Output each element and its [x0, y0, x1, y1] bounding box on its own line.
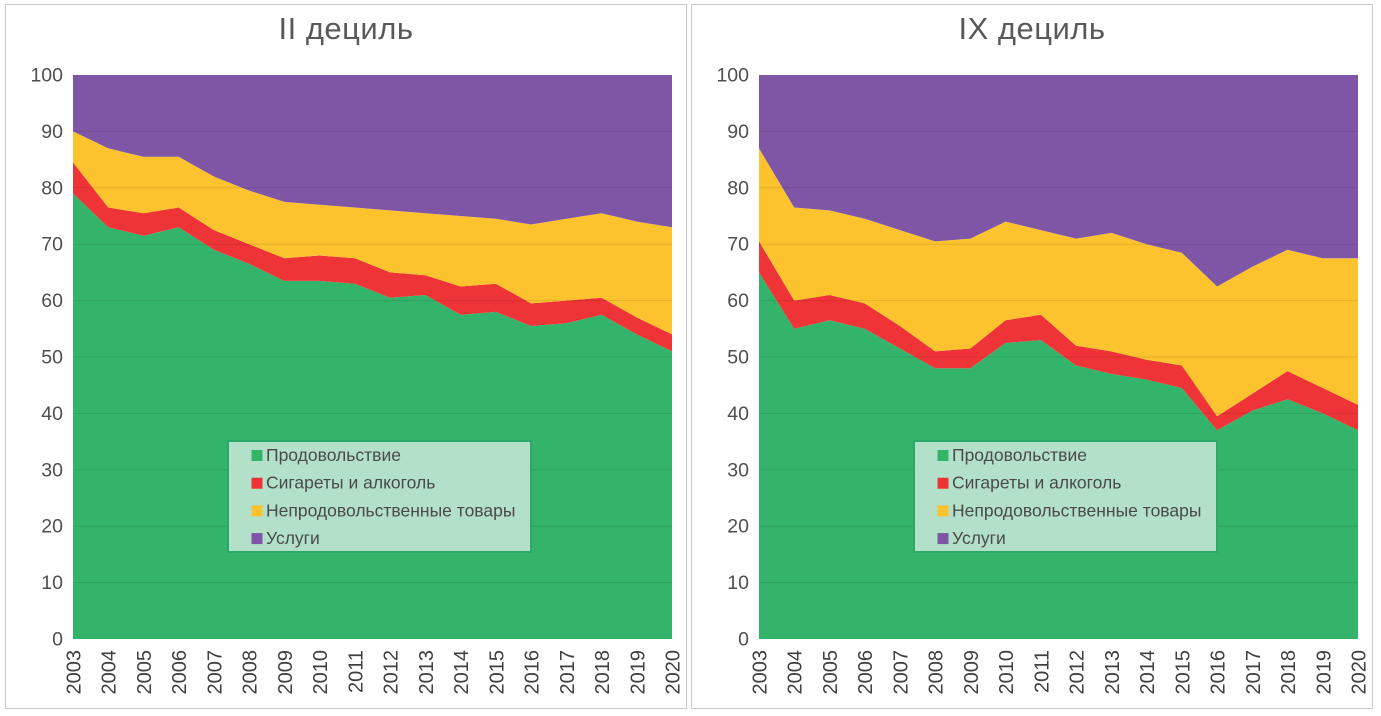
- y-tick-label: 0: [738, 629, 749, 651]
- x-tick-label: 2009: [275, 650, 297, 695]
- y-tick-label: 0: [52, 629, 63, 651]
- y-tick-label: 80: [727, 177, 749, 199]
- area-cigarettes-alcohol: [759, 241, 1358, 431]
- stacked-area-plot-ix-decile: 0 10 20 30 40 50 60 70 80 90 100 2003 2004 2005 2006 20…: [716, 65, 1371, 695]
- x-tick-label: 2006: [169, 650, 191, 695]
- legend-swatch-nonfood-goods: [251, 505, 263, 517]
- y-tick-label: 20: [727, 516, 749, 538]
- x-tick-label: 2010: [996, 650, 1018, 695]
- x-tick-label: 2018: [592, 650, 614, 695]
- legend-swatch-cigarettes-alcohol: [937, 477, 949, 489]
- x-tick-label: 2006: [855, 650, 877, 695]
- x-tick-label: 2012: [1067, 650, 1089, 695]
- x-tick-label: 2004: [785, 650, 807, 695]
- y-tick-label: 70: [727, 234, 749, 256]
- chart-panel-ix-decile: 0 10 20 30 40 50 60 70 80 90 100 2003 2004 2005 2006 20…: [691, 4, 1373, 709]
- legend-swatch-services: [251, 533, 263, 545]
- chart-title: II дециль: [278, 11, 414, 46]
- y-tick-label: 50: [727, 347, 749, 369]
- x-tick-label: 2013: [1102, 650, 1124, 695]
- x-tick-label: 2005: [820, 650, 842, 695]
- x-tick-label: 2005: [134, 650, 156, 695]
- area-cigarettes-alcohol: [73, 162, 672, 352]
- y-tick-label: 30: [727, 459, 749, 481]
- legend-label-cigarettes-alcohol: Сигареты и алкоголь: [266, 473, 435, 493]
- legend-swatch-food: [937, 450, 949, 461]
- x-tick-label: 2008: [926, 650, 948, 695]
- legend-swatch-services: [937, 533, 949, 545]
- area-nonfood-goods: [73, 131, 672, 335]
- legend-label-cigarettes-alcohol: Сигареты и алкоголь: [952, 473, 1121, 493]
- x-tick-label: 2007: [204, 650, 226, 695]
- y-tick-label: 20: [41, 516, 63, 538]
- legend-box: [227, 440, 532, 553]
- x-tick-label: 2016: [522, 650, 544, 695]
- legend-label-services: Услуги: [952, 528, 1006, 548]
- y-tick-label: 90: [41, 121, 63, 143]
- x-tick-label: 2003: [750, 650, 772, 695]
- legend-label-food: Продовольствие: [266, 445, 401, 465]
- chart-panel-ii-decile: 0 10 20 30 40 50 60 70 80 90 100 2003 2004 2005 2006 20…: [5, 4, 687, 709]
- x-tick-label: 2012: [381, 650, 403, 695]
- area-services: [73, 75, 672, 228]
- y-tick-label: 10: [41, 572, 63, 594]
- x-tick-label: 2016: [1208, 650, 1230, 695]
- legend-label-food: Продовольствие: [952, 445, 1087, 465]
- x-tick-label: 2018: [1278, 650, 1300, 695]
- x-tick-label: 2015: [486, 650, 508, 695]
- x-tick-label: 2003: [64, 650, 86, 695]
- y-tick-label: 10: [727, 572, 749, 594]
- x-tick-label: 2017: [557, 650, 579, 695]
- x-tick-label: 2007: [890, 650, 912, 695]
- legend-swatch-food: [251, 450, 263, 461]
- legend-label-nonfood-goods: Непродовольственные товары: [266, 500, 515, 520]
- x-tick-label: 2015: [1172, 650, 1194, 695]
- y-tick-label: 100: [716, 65, 749, 87]
- legend-swatch-cigarettes-alcohol: [251, 477, 263, 489]
- y-tick-label: 60: [41, 290, 63, 312]
- y-tick-label: 30: [41, 459, 63, 481]
- y-tick-label: 100: [30, 65, 63, 87]
- x-tick-label: 2008: [240, 650, 262, 695]
- y-tick-label: 60: [727, 290, 749, 312]
- x-tick-label: 2013: [416, 650, 438, 695]
- y-tick-label: 50: [41, 347, 63, 369]
- x-tick-label: 2011: [345, 650, 367, 693]
- x-tick-label: 2011: [1031, 650, 1053, 693]
- legend-swatch-nonfood-goods: [937, 505, 949, 517]
- x-tick-label: 2019: [1313, 650, 1335, 695]
- area-services: [759, 75, 1358, 287]
- stacked-area-plot-ii-decile: 0 10 20 30 40 50 60 70 80 90 100 2003 2004 2005 2006 20…: [30, 65, 685, 695]
- y-tick-label: 70: [41, 234, 63, 256]
- y-tick-label: 40: [727, 403, 749, 425]
- area-nonfood-goods: [759, 148, 1358, 417]
- x-tick-label: 2017: [1243, 650, 1265, 695]
- x-tick-label: 2004: [99, 650, 121, 695]
- x-tick-label: 2009: [961, 650, 983, 695]
- legend-label-services: Услуги: [266, 528, 320, 548]
- legend-box: [913, 440, 1218, 553]
- chart-title: IX дециль: [958, 11, 1106, 46]
- x-tick-label: 2014: [1137, 650, 1159, 695]
- x-tick-label: 2019: [627, 650, 649, 695]
- y-tick-label: 40: [41, 403, 63, 425]
- x-tick-label: 2020: [663, 650, 685, 695]
- y-tick-label: 90: [727, 121, 749, 143]
- y-tick-label: 80: [41, 177, 63, 199]
- x-tick-label: 2020: [1349, 650, 1371, 695]
- x-tick-label: 2014: [451, 650, 473, 695]
- x-tick-label: 2010: [310, 650, 332, 695]
- legend-label-nonfood-goods: Непродовольственные товары: [952, 500, 1201, 520]
